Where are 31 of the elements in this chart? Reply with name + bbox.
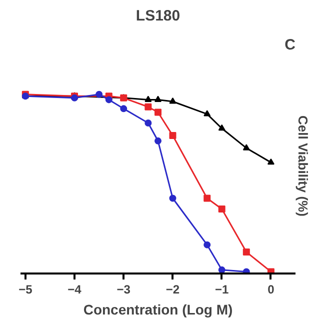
point [218, 124, 226, 131]
chart-title: LS180 [136, 8, 180, 24]
point [154, 96, 162, 102]
x-tick-label: −5 [18, 282, 33, 296]
x-tick-label: 0 [268, 282, 275, 296]
point [96, 90, 103, 98]
point [169, 98, 176, 104]
text: Cell Viability (%) [296, 116, 310, 216]
x-tick-label: −1 [215, 282, 230, 296]
x-tick-label: −2 [166, 282, 180, 296]
point [204, 110, 211, 116]
point [120, 105, 128, 112]
point [204, 194, 211, 202]
point [267, 158, 274, 165]
x-axis-title: Concentration (Log M) [83, 302, 233, 318]
text: C [284, 36, 296, 54]
point [144, 103, 152, 110]
point [218, 206, 226, 212]
point [105, 96, 112, 104]
point [169, 194, 176, 202]
point [169, 132, 176, 140]
point [144, 96, 152, 102]
point [154, 108, 162, 116]
point [242, 144, 250, 150]
x-tick-label: −3 [116, 282, 131, 296]
point [218, 266, 226, 274]
point [154, 137, 162, 144]
point [242, 248, 250, 256]
point [204, 241, 211, 248]
x-tick-label: −4 [68, 282, 82, 296]
point [144, 120, 152, 126]
